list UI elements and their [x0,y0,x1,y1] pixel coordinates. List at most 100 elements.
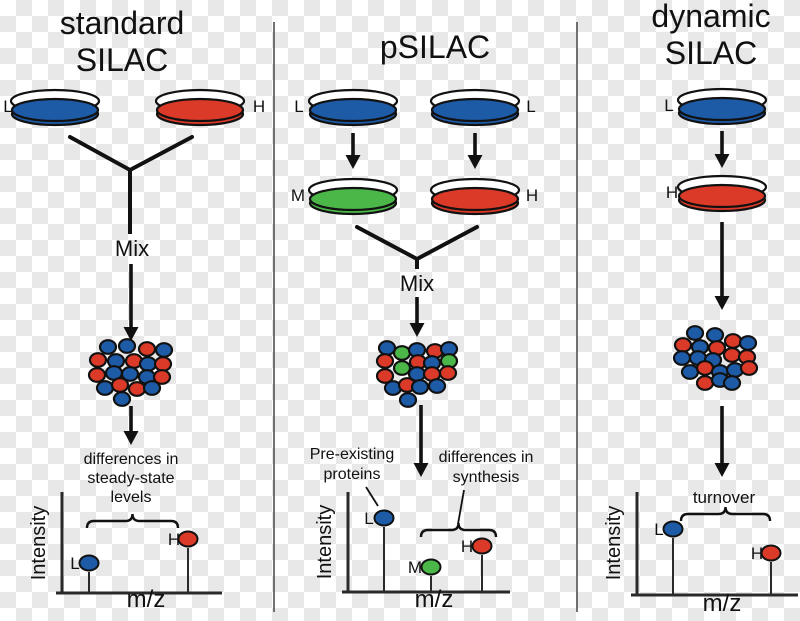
annotation-text: proteins [324,466,381,483]
protein-dot-blue [722,375,742,391]
dish-label: H [253,97,265,116]
flow-arrow-head [714,463,730,477]
protein-mixture-cluster [87,338,174,407]
protein-dot-red [375,353,395,369]
annotation-text: synthesis [453,469,520,486]
column-psilac: pSILAC L L M H Mix Pre-existing proteins differe… [291,29,538,613]
merge-lines [68,135,194,173]
protein-dot-red [153,356,173,372]
protein-dot-blue [112,391,132,407]
protein-dot-green [392,360,412,376]
dish-label: L [526,97,535,116]
protein-dot-blue [377,340,397,356]
protein-dot-red [152,369,172,385]
protein-dot-red [722,347,742,363]
petri-dish: H [154,88,265,127]
flow-arrow-head [714,154,730,168]
caption-text: levels [111,489,152,506]
protein-dot-red [137,341,157,357]
dish-liquid [308,97,398,123]
peak-label: H [461,537,473,556]
mass-spectrum: Intensity m/z L M H [314,492,510,613]
dish-label: H [666,183,678,202]
flow-arrow-head [413,463,429,477]
peak-label: H [168,530,180,549]
petri-dish: L [294,88,399,127]
peak-dot-blue [373,509,395,527]
mass-spectrum: Intensity m/z L H [28,492,222,613]
dish-liquid [10,97,100,123]
protein-dot-red [87,367,107,383]
annotation-pointer-line [365,486,379,507]
annotation-text: differences in [439,449,534,466]
peak-label: H [751,544,763,563]
flow-arrow-head [714,296,730,310]
protein-dot-red [695,375,715,391]
protein-dot-blue [427,378,447,394]
protein-dot-blue [98,339,118,355]
peak-dot-blue [662,520,684,538]
petri-dish: M [291,177,399,216]
protein-mixture-cluster [672,325,759,391]
protein-dot-red [438,365,458,381]
flow-arrow-head [409,323,425,337]
protein-dot-blue [95,380,115,396]
protein-dot-red [695,360,715,376]
petri-dish: L [3,88,101,127]
caption-text: turnover [693,488,756,507]
dish-label: L [3,97,12,116]
petri-dish: H [666,174,768,213]
protein-dot-blue [705,327,725,343]
peak-dot-green [420,558,442,576]
dish-liquid [677,96,767,122]
protein-dot-blue [738,335,758,351]
dish-liquid [677,183,767,209]
protein-dot-blue [672,350,692,366]
y-axis-label: Intensity [603,506,625,580]
dish-label: H [526,186,538,205]
flow-arrow-head [123,431,139,445]
mix-label: Mix [400,271,434,296]
protein-dot-blue [120,366,140,382]
petri-dish: H [429,177,538,216]
peak-label: L [70,554,79,573]
peak-dot-red [760,544,782,562]
curly-brace [85,513,180,529]
x-axis-label: m/z [415,586,454,613]
column-title: dynamic [651,0,770,34]
column-title: pSILAC [380,29,490,65]
protein-dot-blue [398,392,418,408]
protein-dot-blue [680,364,700,380]
protein-dot-blue [410,379,430,395]
x-axis-label: m/z [703,590,742,617]
protein-mixture-cluster [375,340,459,408]
x-axis-label: m/z [127,586,166,613]
curly-brace [419,522,498,538]
dish-label: L [294,97,303,116]
annotation-pointer-line [457,489,465,525]
caption-text: steady-state [87,470,174,487]
protein-dot-green [392,345,412,361]
mix-label: Mix [115,236,149,261]
protein-dot-blue [117,338,137,354]
dish-label: L [664,96,673,115]
protein-dot-red [739,360,759,376]
petri-dish: L [664,87,768,126]
column-title: SILAC [665,35,757,71]
merge-lines [355,225,479,262]
column-title: SILAC [76,42,168,78]
flow-arrow-head [467,155,483,169]
protein-dot-blue [154,342,174,358]
protein-dot-red [127,381,147,397]
peak-dot-blue [78,554,100,572]
dish-liquid [430,186,520,212]
dish-liquid [155,97,245,123]
flow-arrow-head [123,327,139,341]
peak-dot-red [177,530,199,548]
protein-dot-red [88,352,108,368]
caption-text: differences in [84,451,179,468]
protein-dot-blue [685,325,705,341]
peak-label: L [654,520,663,539]
